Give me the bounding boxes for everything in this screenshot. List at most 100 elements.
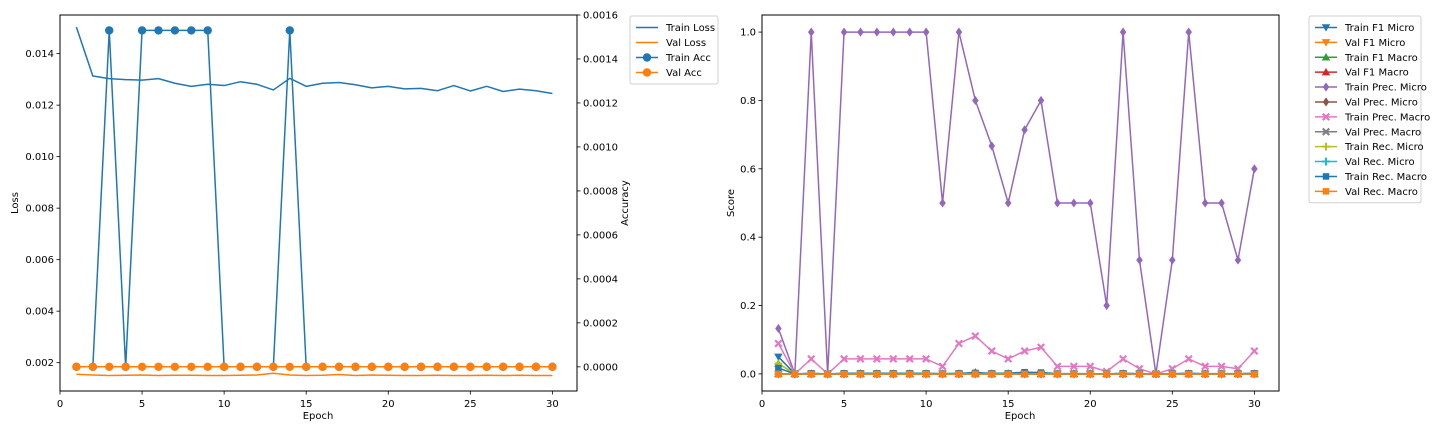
data-point-val-acc-5: [137, 362, 147, 372]
data-point-val-acc-9: [203, 362, 212, 372]
legend-frame: [1308, 15, 1422, 204]
legend-label: Val Loss: [666, 38, 706, 49]
legend-swatch-marker: [1322, 82, 1330, 92]
data-point-train-prec-micro-29: [1234, 255, 1242, 265]
data-point-val-rec-macro-2: [791, 370, 799, 378]
data-point-val-rec-macro-18: [1054, 370, 1061, 378]
data-point-train-acc-14: [285, 26, 294, 35]
x-tick-label: 10: [218, 399, 231, 410]
data-point-train-prec-macro-11: [938, 362, 947, 371]
legend-label: Val Acc: [666, 68, 702, 79]
data-point-val-rec-macro-4: [824, 370, 831, 378]
legend-swatch-marker: [642, 68, 652, 77]
data-point-val-rec-macro-20: [1087, 370, 1094, 378]
data-point-val-acc-10: [219, 362, 229, 372]
legend-frame: [629, 15, 719, 85]
loss-accuracy-x-label: Epoch: [303, 411, 334, 422]
data-point-train-prec-macro-19: [1069, 362, 1078, 371]
y-tick-label: 0.0: [740, 369, 756, 380]
data-point-train-prec-macro-5: [840, 354, 849, 363]
data-point-val-rec-macro-26: [1185, 370, 1192, 378]
score-x-ticks: 0 5 10 15 20 25 30: [759, 391, 1261, 410]
data-point-train-prec-macro-7: [872, 354, 881, 363]
legend-item-train-f1-micro: Train F1 Micro: [1315, 23, 1414, 34]
legend-label: Val F1 Macro: [1345, 68, 1409, 79]
data-point-val-rec-macro-28: [1218, 370, 1225, 378]
data-point-val-rec-macro-29: [1234, 370, 1242, 378]
data-point-train-prec-micro-6: [857, 27, 864, 37]
data-point-train-prec-macro-17: [1036, 343, 1046, 352]
series-val-acc: [72, 362, 557, 372]
data-point-val-acc-13: [269, 362, 278, 372]
score-legend: Train F1 Micro Val F1 Micro Train F1 Macro…: [1308, 15, 1430, 204]
data-point-train-prec-micro-7: [873, 27, 881, 37]
data-point-train-acc-8: [187, 26, 196, 35]
x-tick-label: 5: [139, 399, 145, 410]
score-y-ticks: 0.0 0.2 0.4 0.6 0.8 1.0: [740, 28, 762, 380]
loss-accuracy-legend: Train Loss Val Loss Train Acc Val Acc: [629, 15, 719, 85]
y-tick-label: 0.012: [25, 101, 54, 112]
loss-accuracy-axes-frame: [59, 14, 578, 392]
data-point-val-rec-macro-11: [939, 370, 946, 378]
data-point-val-rec-macro-17: [1037, 370, 1045, 378]
data-point-val-rec-macro-19: [1070, 370, 1078, 378]
data-point-train-rec-macro-1: [775, 364, 782, 372]
data-point-val-acc-21: [400, 362, 409, 372]
data-point-train-prec-micro-28: [1218, 198, 1225, 208]
loss-accuracy-plot-area: [72, 26, 557, 377]
data-point-val-acc-12: [252, 362, 262, 372]
legend-label: Train Rec. Micro: [1344, 142, 1424, 153]
x-tick-label: 0: [759, 399, 765, 410]
y-tick-label: 0.014: [25, 49, 54, 60]
x-tick-label: 30: [546, 399, 559, 410]
right-y-tick-label: 0.0014: [583, 54, 618, 65]
legend-item-train-rec-macro: Train Rec. Macro: [1315, 172, 1427, 183]
legend-label: Train F1 Micro: [1344, 23, 1414, 34]
legend-swatch-marker: [1321, 67, 1331, 76]
legend-item-train-prec-micro: Train Prec. Micro: [1315, 82, 1427, 94]
data-point-val-rec-macro-30: [1251, 370, 1258, 378]
legend-item-train-rec-micro: Train Rec. Micro: [1315, 142, 1424, 153]
loss-accuracy-y-ticks: 0.002 0.004 0.006 0.008 0.010 0.012 0.014: [25, 49, 60, 369]
data-point-train-prec-macro-27: [1201, 362, 1210, 371]
right-y-tick-label: 0.0008: [583, 186, 618, 197]
data-point-val-acc-29: [531, 362, 541, 372]
score-plot-area: [774, 27, 1259, 379]
series-train-loss: [75, 26, 553, 95]
x-tick-label: 20: [1084, 399, 1097, 410]
data-point-train-prec-macro-16: [1020, 346, 1029, 356]
x-tick-label: 30: [1248, 399, 1261, 410]
data-point-val-acc-28: [515, 362, 524, 372]
data-point-val-acc-14: [285, 362, 294, 372]
series-val-rec-macro: [775, 370, 1258, 378]
series-val-loss: [76, 372, 553, 377]
y-tick-label: 0.004: [25, 307, 54, 318]
data-point-train-prec-micro-9: [906, 27, 913, 37]
data-point-val-acc-3: [105, 362, 114, 372]
legend-swatch-marker: [1321, 127, 1331, 136]
data-point-train-prec-micro-19: [1070, 198, 1078, 208]
data-point-train-prec-micro-18: [1054, 198, 1061, 208]
score-chart: 0 5 10 15 20 25 30 0.0 0.2 0.4 0.6 0.8 1.0 Epoch Sc…: [726, 14, 1430, 422]
legend-label: Train Rec. Macro: [1344, 172, 1427, 183]
data-point-val-acc-24: [449, 362, 459, 372]
legend-label: Val Prec. Micro: [1345, 97, 1418, 108]
series-line-val-loss: [76, 372, 553, 377]
data-point-train-prec-micro-22: [1119, 27, 1127, 37]
data-point-train-prec-micro-21: [1103, 300, 1110, 311]
data-point-train-prec-macro-8: [889, 354, 898, 363]
data-point-train-prec-micro-10: [922, 27, 930, 37]
data-point-train-acc-5: [137, 26, 147, 35]
legend-swatch-marker: [1322, 97, 1330, 107]
data-point-val-rec-macro-14: [988, 370, 996, 378]
y-tick-label: 1.0: [740, 28, 756, 39]
data-point-val-rec-macro-10: [922, 370, 930, 378]
data-point-val-rec-macro-1: [775, 370, 782, 378]
data-point-train-prec-macro-15: [1004, 354, 1013, 363]
data-point-train-prec-micro-25: [1169, 255, 1176, 265]
y-tick-label: 0.8: [740, 96, 756, 107]
data-point-val-acc-4: [121, 362, 130, 372]
data-point-train-prec-micro-16: [1021, 125, 1028, 135]
